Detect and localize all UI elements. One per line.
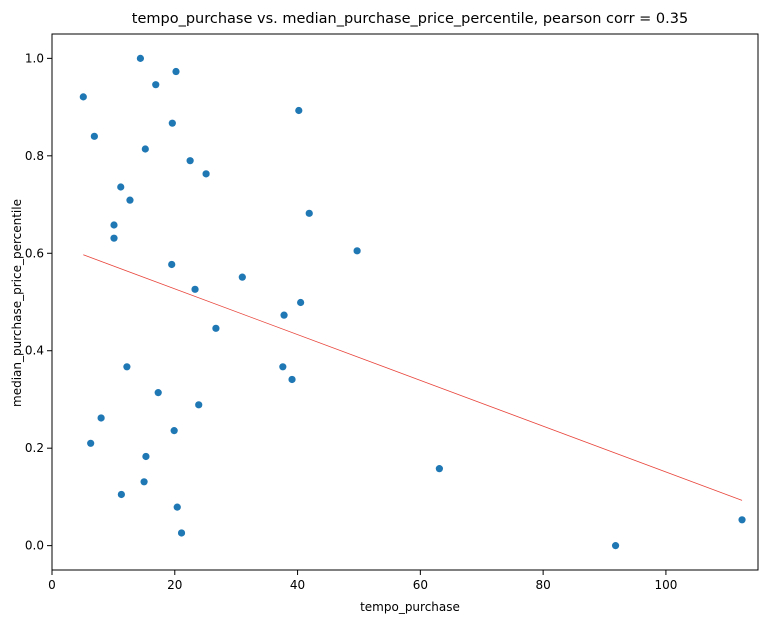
data-point xyxy=(117,183,125,191)
data-point xyxy=(110,234,118,242)
data-point xyxy=(90,132,98,140)
data-point xyxy=(305,209,313,217)
data-point xyxy=(238,273,246,281)
data-point xyxy=(173,503,181,511)
y-axis-label: median_purchase_price_percentile xyxy=(10,199,24,407)
data-point xyxy=(110,221,118,229)
data-point xyxy=(141,145,149,153)
data-point xyxy=(152,81,160,89)
data-point xyxy=(279,363,287,371)
y-tick-label: 0.0 xyxy=(25,539,44,553)
data-point xyxy=(177,529,186,537)
data-point xyxy=(295,106,303,115)
x-axis-label: tempo_purchase xyxy=(360,600,460,614)
data-point xyxy=(170,427,178,435)
data-point xyxy=(435,465,443,473)
chart-title: tempo_purchase vs. median_purchase_price… xyxy=(132,11,688,27)
data-point xyxy=(117,490,125,499)
plot-area: 0 20 40 60 80 100 0.0 0.2 0.4 0.6 0.8 1.0 xyxy=(25,33,759,592)
y-tick-label: 1.0 xyxy=(25,51,44,65)
y-tick-label: 0.4 xyxy=(25,344,44,358)
data-point xyxy=(126,196,134,204)
data-point xyxy=(136,54,145,62)
x-tick-label: 60 xyxy=(413,578,428,592)
x-tick-label: 100 xyxy=(654,578,677,592)
y-tick-label: 0.6 xyxy=(25,246,44,260)
data-point xyxy=(168,260,176,269)
x-tick-label: 80 xyxy=(535,578,550,592)
data-point xyxy=(353,247,361,255)
data-point xyxy=(202,170,210,178)
data-point xyxy=(611,542,620,550)
data-point xyxy=(738,516,746,524)
data-point xyxy=(87,439,95,447)
data-point xyxy=(186,157,194,165)
data-point xyxy=(97,414,105,422)
data-point xyxy=(172,67,180,76)
data-point xyxy=(79,93,87,101)
data-point xyxy=(168,119,176,127)
axes-frame xyxy=(51,33,759,571)
data-point xyxy=(123,363,131,371)
x-tick-label: 40 xyxy=(290,578,305,592)
data-point xyxy=(142,452,150,461)
data-point xyxy=(280,311,288,319)
data-point xyxy=(195,401,203,409)
data-point xyxy=(140,478,148,486)
data-point xyxy=(297,298,305,307)
data-point xyxy=(191,285,199,293)
data-point xyxy=(154,389,162,397)
x-tick-label: 0 xyxy=(48,578,56,592)
y-tick-label: 0.8 xyxy=(25,149,44,163)
x-tick-label: 20 xyxy=(167,578,182,592)
y-tick-label: 0.2 xyxy=(25,441,44,455)
trend-line xyxy=(83,254,743,501)
data-point xyxy=(288,375,296,384)
data-point xyxy=(212,324,220,332)
